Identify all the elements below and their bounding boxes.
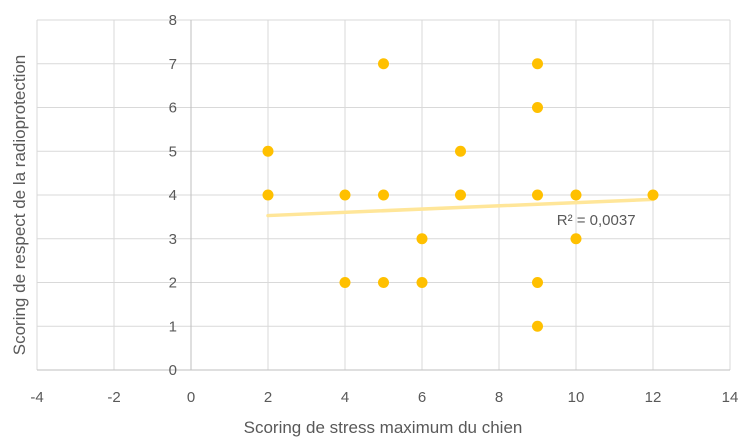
data-point [339,277,351,288]
x-tick-label: -4 [30,389,43,406]
data-point [647,189,659,201]
trendline [266,197,655,218]
data-point [378,189,389,201]
data-point [532,277,543,288]
data-point [532,320,543,332]
y-tick-labels: 0 1 2 3 4 5 6 7 8 [169,12,177,379]
x-tick-label: 0 [187,389,195,406]
data-point [532,102,543,113]
trendline-group: R² = 0,0037 [266,197,655,229]
data-points [262,58,659,332]
y-tick-label: 3 [169,231,177,248]
y-tick-label: 6 [169,100,177,117]
x-tick-label: 14 [722,389,739,406]
x-tick-label: 4 [341,389,349,406]
y-tick-label: 2 [169,275,177,292]
y-tick-label: 4 [169,187,177,204]
y-tick-label: 7 [169,56,177,73]
data-point [262,145,274,157]
data-point [455,145,466,157]
data-point [339,189,351,201]
y-tick-label: 5 [169,143,177,160]
data-point [416,277,428,288]
data-point [532,58,543,70]
data-point [378,58,389,70]
x-tick-label: 8 [495,389,503,406]
x-tick-labels: -4 -2 0 2 4 6 8 10 12 14 [30,389,738,406]
y-tick-label: 8 [169,12,177,29]
y-tick-label: 1 [169,318,177,335]
data-point [455,189,466,201]
y-tick-label: 0 [169,362,177,379]
x-tick-label: 12 [645,389,662,406]
data-point [570,189,582,201]
data-point [378,277,389,288]
x-tick-label: 10 [568,389,585,406]
data-point [570,233,582,245]
data-point [532,189,543,201]
x-tick-label: 6 [418,389,426,406]
r-squared-label: R² = 0,0037 [557,212,636,229]
x-tick-label: 2 [264,389,272,406]
x-tick-label: -2 [107,389,120,406]
data-point [262,189,274,201]
data-point [416,233,428,245]
y-axis-title: Scoring de respect de la radioprotection [10,55,29,356]
x-axis-title: Scoring de stress maximum du chien [244,418,523,437]
